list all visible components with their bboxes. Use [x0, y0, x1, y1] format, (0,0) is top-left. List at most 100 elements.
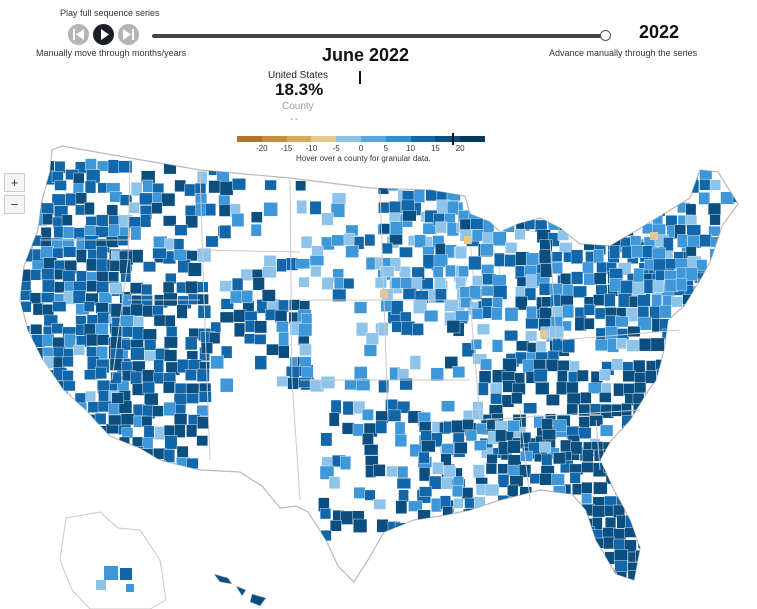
county-cell[interactable] — [550, 520, 563, 533]
county-cell[interactable] — [163, 381, 175, 394]
county-cell[interactable] — [30, 412, 44, 427]
county-cell[interactable] — [411, 276, 423, 290]
county-cell[interactable] — [455, 245, 467, 259]
county-cell[interactable] — [615, 316, 629, 328]
county-cell[interactable] — [569, 571, 582, 583]
county-cell[interactable] — [470, 218, 485, 230]
county-cell[interactable] — [41, 381, 55, 395]
county-cell[interactable] — [611, 358, 623, 371]
county-cell[interactable] — [262, 266, 277, 278]
alaska-county-cell[interactable] — [126, 584, 134, 592]
county-cell[interactable] — [604, 570, 616, 582]
county-cell[interactable] — [63, 425, 76, 437]
county-cell[interactable] — [562, 338, 575, 353]
county-cell[interactable] — [535, 340, 547, 354]
county-cell[interactable] — [342, 401, 354, 416]
county-cell[interactable] — [636, 570, 649, 585]
county-cell[interactable] — [641, 171, 655, 183]
county-cell[interactable] — [526, 306, 537, 321]
county-cell[interactable] — [572, 538, 585, 552]
county-cell[interactable] — [320, 432, 333, 447]
county-cell[interactable] — [31, 159, 45, 173]
county-cell[interactable] — [133, 316, 144, 328]
county-cell[interactable] — [637, 316, 652, 331]
county-cell[interactable] — [218, 194, 231, 206]
county-cell[interactable] — [728, 224, 739, 236]
county-cell[interactable] — [43, 389, 54, 402]
county-cell[interactable] — [219, 378, 234, 393]
county-cell[interactable] — [413, 189, 425, 203]
county-cell[interactable] — [644, 446, 658, 459]
county-cell[interactable] — [409, 355, 421, 370]
county-cell[interactable] — [460, 297, 472, 309]
timeline-slider-handle[interactable] — [600, 30, 611, 41]
county-cell[interactable] — [599, 369, 611, 381]
county-cell[interactable] — [365, 332, 379, 345]
county-cell[interactable] — [559, 527, 575, 540]
county-cell[interactable] — [731, 278, 742, 291]
county-cell[interactable] — [452, 533, 465, 546]
county-cell[interactable] — [491, 307, 503, 321]
county-cell[interactable] — [541, 418, 553, 431]
county-cell[interactable] — [54, 390, 69, 406]
county-cell[interactable] — [63, 380, 76, 392]
county-cell[interactable] — [185, 280, 198, 294]
next-button[interactable] — [118, 24, 139, 45]
county-cell[interactable] — [434, 288, 447, 303]
county-cell[interactable] — [300, 236, 313, 249]
county-cell[interactable] — [18, 344, 31, 359]
county-cell[interactable] — [445, 264, 456, 277]
county-cell[interactable] — [507, 419, 520, 432]
county-cell[interactable] — [274, 309, 288, 323]
county-cell[interactable] — [468, 256, 482, 270]
county-cell[interactable] — [353, 518, 368, 533]
county-cell[interactable] — [613, 452, 627, 466]
county-cell[interactable] — [478, 370, 492, 384]
county-cell[interactable] — [42, 279, 55, 293]
county-cell[interactable] — [569, 441, 583, 455]
county-cell[interactable] — [295, 258, 310, 269]
county-cell[interactable] — [86, 280, 98, 293]
county-cell[interactable] — [657, 413, 669, 426]
county-cell[interactable] — [108, 271, 119, 282]
county-cell[interactable] — [144, 339, 157, 351]
county-cell[interactable] — [83, 301, 95, 312]
county-cell[interactable] — [582, 261, 594, 275]
county-cell[interactable] — [276, 320, 289, 333]
county-cell[interactable] — [110, 371, 122, 385]
county-cell[interactable] — [571, 528, 586, 542]
county-cell[interactable] — [130, 347, 145, 361]
county-cell[interactable] — [197, 293, 209, 305]
county-cell[interactable] — [278, 345, 290, 359]
county-cell[interactable] — [442, 506, 453, 519]
county-cell[interactable] — [341, 422, 355, 435]
county-cell[interactable] — [198, 391, 212, 403]
county-cell[interactable] — [394, 434, 407, 447]
county-cell[interactable] — [163, 401, 176, 416]
county-cell[interactable] — [511, 392, 523, 405]
county-cell[interactable] — [328, 412, 340, 427]
county-cell[interactable] — [481, 285, 494, 297]
county-cell[interactable] — [469, 285, 481, 299]
county-cell[interactable] — [219, 225, 232, 239]
county-cell[interactable] — [650, 232, 658, 240]
county-cell[interactable] — [381, 242, 393, 254]
county-cell[interactable] — [329, 520, 342, 532]
county-cell[interactable] — [152, 305, 164, 316]
county-cell[interactable] — [731, 215, 742, 228]
county-cell[interactable] — [592, 505, 606, 518]
county-cell[interactable] — [185, 336, 198, 351]
county-cell[interactable] — [600, 424, 614, 437]
county-cell[interactable] — [709, 214, 721, 226]
county-cell[interactable] — [62, 356, 74, 368]
county-cell[interactable] — [332, 288, 347, 302]
county-cell[interactable] — [118, 160, 133, 173]
county-cell[interactable] — [161, 192, 176, 207]
county-cell[interactable] — [176, 445, 189, 459]
county-cell[interactable] — [376, 519, 389, 533]
county-cell[interactable] — [364, 234, 376, 247]
county-cell[interactable] — [635, 415, 648, 431]
county-cell[interactable] — [471, 339, 482, 350]
county-cell[interactable] — [577, 427, 592, 439]
county-cell[interactable] — [452, 366, 466, 379]
